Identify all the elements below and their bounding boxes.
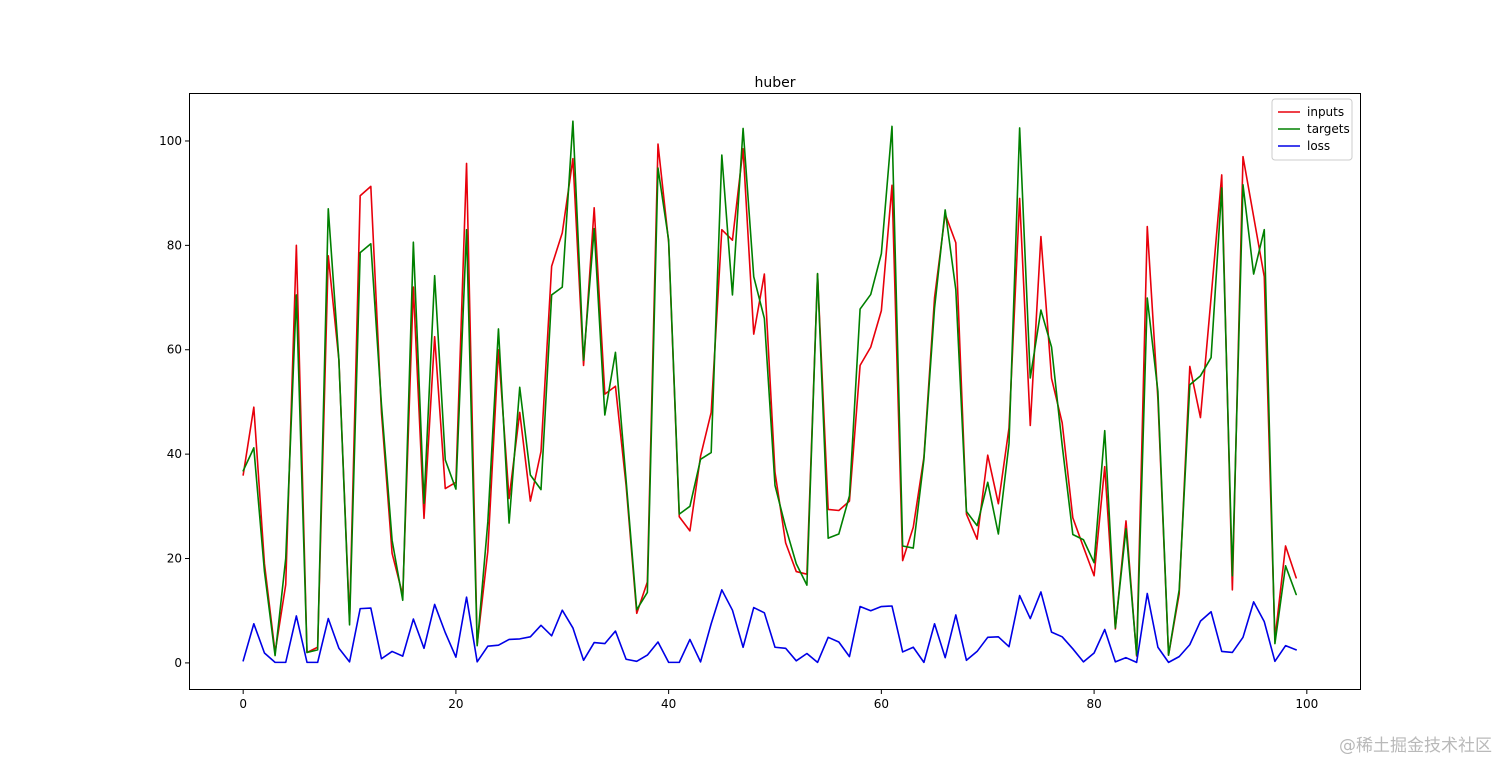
x-tick-label: 40 bbox=[661, 697, 676, 711]
series-line-targets bbox=[242, 120, 1297, 657]
y-tick-label: 80 bbox=[167, 238, 182, 252]
y-tick-label: 100 bbox=[159, 134, 182, 148]
series-line-loss bbox=[242, 589, 1297, 664]
legend-box bbox=[1271, 98, 1353, 161]
chart-title: huber bbox=[754, 75, 795, 91]
x-tick-label: 80 bbox=[1086, 697, 1101, 711]
series-layer bbox=[242, 120, 1297, 664]
x-axis: 0 20 40 60 80 100 bbox=[239, 689, 1318, 711]
y-tick-label: 0 bbox=[174, 656, 182, 670]
x-tick-label: 100 bbox=[1295, 697, 1318, 711]
x-tick-label: 0 bbox=[239, 697, 247, 711]
legend-label-loss: loss bbox=[1307, 139, 1330, 153]
legend: inputs targets loss bbox=[1271, 98, 1353, 161]
y-axis: 0 20 40 60 80 100 bbox=[159, 134, 190, 670]
x-tick-label: 60 bbox=[874, 697, 889, 711]
legend-label-targets: targets bbox=[1307, 122, 1350, 136]
x-tick-label: 20 bbox=[448, 697, 463, 711]
legend-label-inputs: inputs bbox=[1307, 105, 1344, 119]
y-tick-label: 40 bbox=[167, 447, 182, 461]
watermark: @稀土掘金技术社区 bbox=[1339, 736, 1492, 756]
y-tick-label: 60 bbox=[167, 343, 182, 357]
plot-frame bbox=[189, 93, 1361, 690]
y-tick-label: 20 bbox=[167, 552, 182, 566]
